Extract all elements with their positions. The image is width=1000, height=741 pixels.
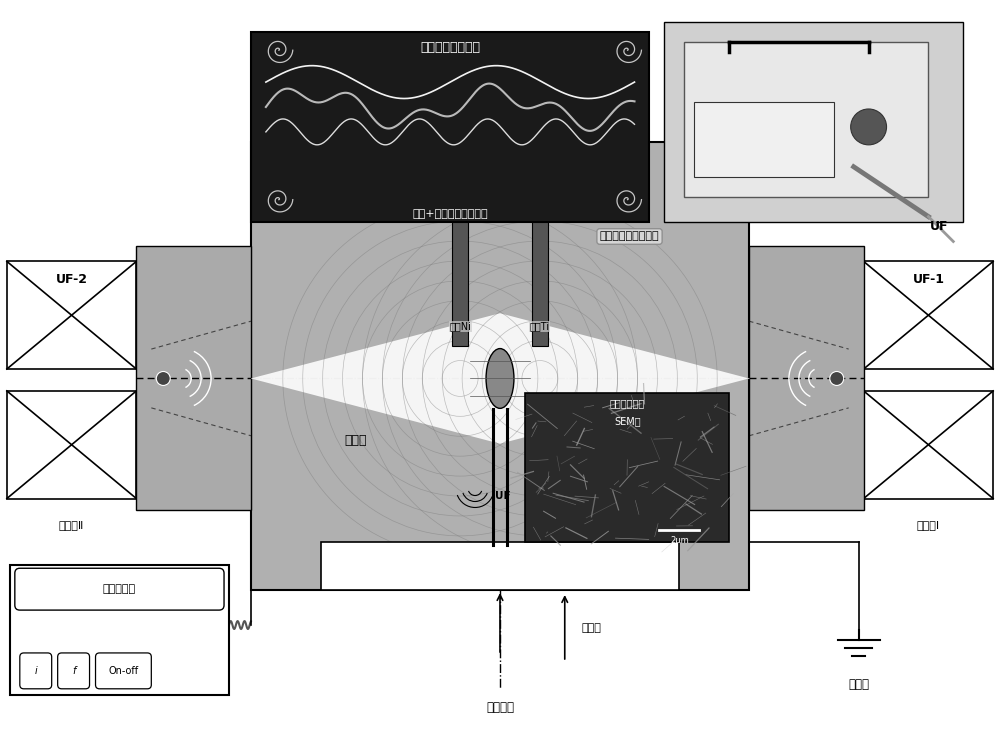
Text: 水平+竖直两方位超声场: 水平+竖直两方位超声场 bbox=[412, 208, 488, 219]
Circle shape bbox=[851, 109, 887, 144]
Bar bbox=[684, 42, 928, 196]
Ellipse shape bbox=[486, 348, 514, 408]
Bar bbox=[525, 393, 729, 542]
Text: 连续攀拌: 连续攀拌 bbox=[486, 701, 514, 714]
Bar bbox=[7, 262, 136, 369]
Circle shape bbox=[156, 371, 170, 385]
FancyBboxPatch shape bbox=[58, 653, 90, 689]
Bar bbox=[7, 391, 136, 499]
Bar bbox=[864, 391, 993, 499]
FancyBboxPatch shape bbox=[96, 653, 151, 689]
Text: 2μm: 2μm bbox=[670, 536, 689, 545]
Bar bbox=[10, 565, 229, 695]
Text: UF: UF bbox=[495, 491, 511, 500]
Bar bbox=[694, 102, 834, 177]
Text: UF-1: UF-1 bbox=[912, 273, 944, 286]
Text: UF: UF bbox=[930, 219, 948, 233]
Bar bbox=[664, 22, 963, 222]
Text: 阳极Ni: 阳极Ni bbox=[449, 321, 471, 331]
Text: 电解液: 电解液 bbox=[344, 434, 367, 448]
Text: i: i bbox=[34, 666, 37, 676]
Bar bbox=[251, 33, 649, 222]
Text: 发射器Ⅱ: 发射器Ⅱ bbox=[59, 520, 84, 531]
Bar bbox=[452, 222, 468, 346]
FancyBboxPatch shape bbox=[15, 568, 224, 610]
Text: 阴极Ti: 阴极Ti bbox=[530, 321, 550, 331]
Text: f: f bbox=[72, 666, 75, 676]
Bar bbox=[749, 247, 864, 511]
Text: 交变振荡波形疊加: 交变振荡波形疊加 bbox=[420, 41, 480, 53]
Text: 发射器Ⅰ: 发射器Ⅰ bbox=[917, 520, 940, 531]
Text: 双脉冲电源: 双脉冲电源 bbox=[103, 584, 136, 594]
Text: 循环泵: 循环泵 bbox=[582, 623, 602, 633]
Text: UF-2: UF-2 bbox=[56, 273, 88, 286]
Text: 超声辅助脉冲电沉积: 超声辅助脉冲电沉积 bbox=[600, 231, 659, 242]
Bar bbox=[321, 542, 679, 590]
Polygon shape bbox=[251, 313, 500, 444]
Circle shape bbox=[830, 371, 844, 385]
Text: On-off: On-off bbox=[108, 666, 138, 676]
FancyBboxPatch shape bbox=[20, 653, 52, 689]
Bar bbox=[251, 142, 749, 590]
Text: SEM图: SEM图 bbox=[614, 416, 641, 426]
Bar bbox=[136, 247, 251, 511]
Polygon shape bbox=[500, 313, 749, 444]
Text: 类似波形织构: 类似波形织构 bbox=[610, 398, 645, 408]
Text: 接地线: 接地线 bbox=[848, 678, 869, 691]
Bar bbox=[864, 262, 993, 369]
Bar bbox=[532, 222, 548, 346]
